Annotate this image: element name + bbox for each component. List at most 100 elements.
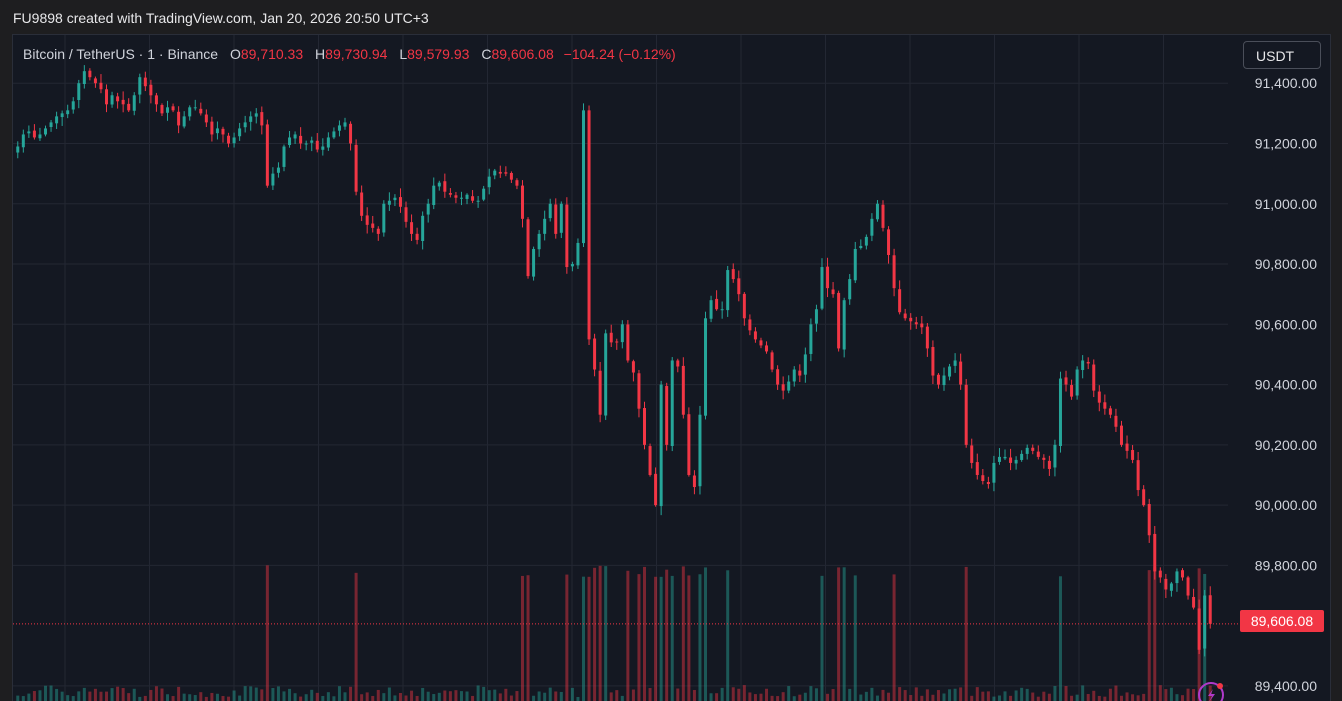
candle-body: [936, 374, 940, 385]
candle-body: [1042, 457, 1046, 460]
volume-bar: [199, 692, 203, 701]
candle-body: [143, 77, 147, 87]
volume-bar: [593, 567, 597, 701]
candle-body: [55, 116, 59, 124]
candle-body: [748, 319, 752, 331]
candle-body: [803, 354, 807, 375]
volume-bar: [382, 693, 386, 701]
candle-body: [276, 167, 280, 173]
candle-body: [476, 200, 480, 202]
volume-bar: [1092, 690, 1096, 701]
candle-body: [981, 475, 985, 482]
volume-bar: [154, 686, 158, 701]
volume-bar: [515, 691, 519, 701]
volume-bar: [1047, 693, 1051, 701]
volume-bar: [776, 696, 780, 701]
candle-body: [21, 134, 25, 148]
volume-bar: [21, 696, 25, 701]
candle-body: [482, 188, 486, 200]
candle-body: [526, 219, 530, 277]
volume-bar: [493, 689, 497, 701]
volume-bar: [1075, 694, 1079, 701]
volume-bar: [77, 691, 81, 701]
candle-body: [1208, 595, 1212, 624]
candle-body: [570, 264, 574, 267]
candle-body: [88, 70, 92, 78]
volume-bar: [992, 696, 996, 701]
volume-bar: [1058, 576, 1062, 701]
volume-bar: [221, 696, 225, 701]
candle-body: [177, 111, 181, 126]
candle-body: [1108, 408, 1112, 415]
volume-bar: [826, 693, 830, 701]
candle-body: [853, 248, 857, 281]
volume-bar: [909, 694, 913, 701]
candle-body: [826, 266, 830, 289]
candle-body: [959, 361, 963, 385]
candle-body: [71, 101, 75, 110]
chart-panel[interactable]: Bitcoin / TetherUS · 1 · Binance O89,710…: [12, 34, 1331, 701]
candle-body: [604, 333, 608, 416]
volume-bar: [404, 695, 408, 701]
volume-bar: [842, 567, 846, 701]
volume-bar: [831, 689, 835, 701]
candle-body: [676, 360, 680, 367]
volume-bar: [670, 575, 674, 701]
candle-body: [387, 200, 391, 205]
volume-bar: [376, 689, 380, 701]
candle-body: [532, 248, 536, 277]
candle-body: [343, 122, 347, 127]
candle-body: [93, 78, 97, 84]
candle-body: [1075, 369, 1079, 396]
candle-body: [837, 292, 841, 349]
candle-body: [1097, 391, 1101, 403]
candlestick-chart[interactable]: 89,400.00 89,800.00 90,000.00 90,200.00 90,4…: [13, 35, 1330, 701]
volume-bar: [970, 695, 974, 701]
candle-body: [875, 203, 879, 220]
candle-body: [753, 331, 757, 340]
volume-bar: [753, 694, 757, 701]
candle-body: [371, 223, 375, 228]
candle-body: [737, 278, 741, 295]
candle-body: [626, 324, 630, 361]
currency-button[interactable]: USDT: [1243, 41, 1321, 69]
candle-body: [1003, 456, 1007, 459]
candle-body: [38, 134, 42, 139]
volume-bar: [581, 576, 585, 701]
candle-body: [498, 171, 502, 174]
volume-bar: [609, 692, 613, 701]
volume-bar: [238, 695, 242, 701]
candle-body: [1070, 385, 1074, 397]
candle-body: [997, 456, 1001, 462]
volume-bar: [354, 572, 358, 701]
candle-body: [1125, 443, 1129, 451]
volume-bar: [554, 691, 558, 701]
candle-body: [820, 267, 824, 309]
volume-bar: [498, 693, 502, 701]
chart-caption: FU9898 created with TradingView.com, Jan…: [13, 10, 429, 26]
y-axis-tick-label: 90,800.00: [1255, 256, 1317, 272]
candle-body: [520, 185, 524, 219]
candle-body: [765, 345, 769, 352]
candle-body: [459, 197, 463, 199]
change-value: −104.24 (−0.12%): [563, 46, 676, 62]
candle-body: [127, 103, 131, 111]
candle-body: [537, 233, 541, 250]
candle-body: [1036, 451, 1040, 457]
symbol-title[interactable]: Bitcoin / TetherUS · 1 · Binance: [23, 46, 219, 62]
volume-bar: [437, 692, 441, 701]
candle-body: [681, 365, 685, 415]
volume-bar: [1119, 695, 1123, 701]
candle-body: [1058, 378, 1062, 446]
candle-body: [1031, 447, 1035, 451]
candle-body: [559, 203, 563, 233]
ohlc-legend: Bitcoin / TetherUS · 1 · Binance O89,710…: [23, 46, 676, 62]
volume-bar: [193, 695, 197, 701]
candle-body: [326, 137, 330, 148]
volume-bar: [887, 692, 891, 701]
volume-bar: [692, 690, 696, 701]
candle-body: [432, 185, 436, 206]
candle-body: [398, 197, 402, 207]
volume-bar: [149, 689, 153, 701]
volume-bar: [1175, 694, 1179, 701]
